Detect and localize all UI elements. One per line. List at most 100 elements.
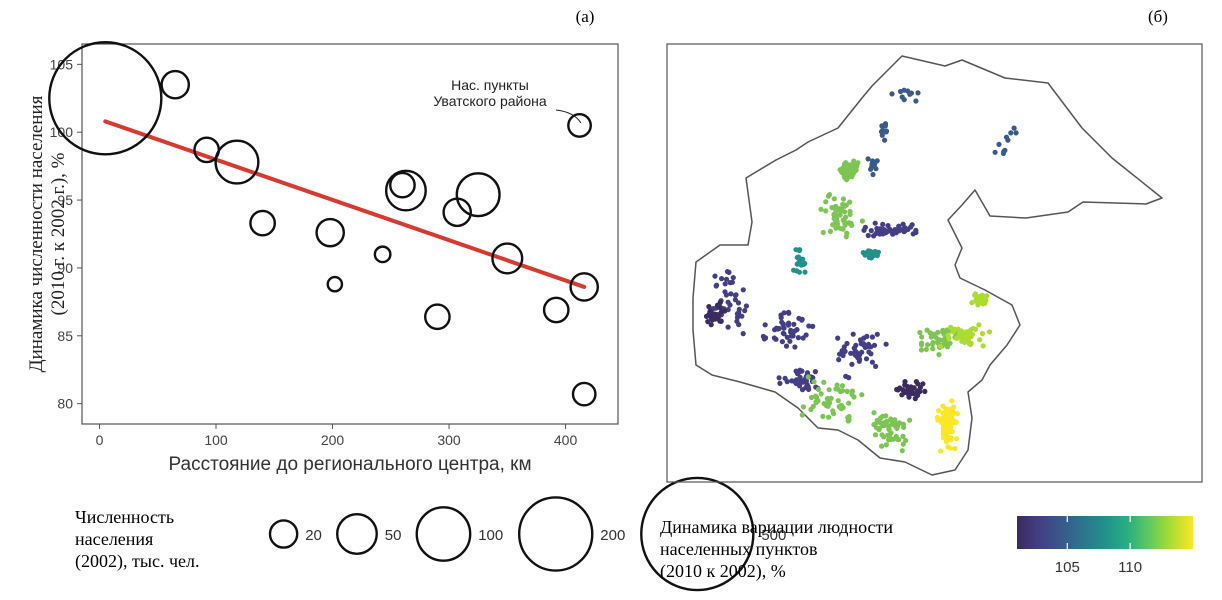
settlement-dot bbox=[868, 166, 874, 172]
settlement-dot bbox=[868, 344, 874, 350]
settlement-dot bbox=[905, 88, 911, 94]
settlement-dot bbox=[901, 424, 907, 430]
settlement-dot bbox=[782, 375, 788, 381]
settlement-dot bbox=[722, 281, 728, 287]
settlement-dot bbox=[946, 335, 952, 342]
settlement-dot bbox=[918, 347, 925, 353]
settlement-dot bbox=[899, 94, 905, 100]
settlement-dot bbox=[880, 423, 886, 429]
settlement-dot bbox=[783, 343, 790, 349]
settlement-dot bbox=[719, 276, 725, 282]
y-tick-label: 85 bbox=[57, 328, 73, 344]
scatter-point bbox=[567, 113, 592, 138]
settlement-dot bbox=[930, 346, 936, 352]
settlement-dot bbox=[818, 206, 824, 212]
scatter-point bbox=[389, 171, 416, 199]
settlement-dot bbox=[860, 341, 867, 347]
settlement-dot bbox=[787, 338, 793, 344]
settlement-dot bbox=[776, 375, 782, 381]
settlement-dot bbox=[915, 392, 921, 398]
settlement-dot bbox=[892, 417, 898, 423]
settlement-dot bbox=[732, 297, 739, 303]
size-legend-items: 20 50 100 200 500 bbox=[268, 476, 786, 592]
settlement-dot bbox=[948, 437, 954, 443]
settlement-dot bbox=[919, 334, 925, 340]
settlement-dot bbox=[784, 334, 790, 340]
settlement-dot bbox=[866, 349, 872, 355]
settlement-dot bbox=[865, 156, 871, 162]
x-tick-label: 200 bbox=[321, 432, 345, 448]
settlement-dot bbox=[960, 333, 966, 339]
size-legend-circle bbox=[336, 513, 378, 555]
settlement-dot bbox=[863, 356, 870, 362]
settlement-dot bbox=[943, 419, 949, 425]
settlement-dot bbox=[850, 331, 856, 337]
settlement-dot bbox=[840, 405, 846, 411]
settlement-dot bbox=[900, 221, 906, 227]
settlement-dot bbox=[823, 208, 829, 214]
settlement-dot bbox=[780, 321, 786, 327]
settlement-dot bbox=[954, 436, 960, 442]
settlement-dot bbox=[871, 410, 877, 416]
y-tick-label: 80 bbox=[57, 396, 73, 412]
settlement-dot bbox=[883, 128, 890, 134]
settlement-dot bbox=[835, 335, 841, 341]
settlement-dot bbox=[792, 344, 798, 350]
settlement-dot bbox=[846, 168, 852, 174]
settlement-dot bbox=[936, 408, 942, 414]
settlement-dot bbox=[841, 218, 847, 224]
settlement-dot bbox=[944, 344, 951, 350]
size-legend-circle bbox=[640, 476, 755, 592]
settlement-dot bbox=[870, 171, 876, 178]
settlement-dot bbox=[848, 162, 854, 168]
scatter-point bbox=[160, 69, 191, 100]
settlement-dot bbox=[941, 338, 947, 344]
settlement-dot bbox=[884, 418, 890, 424]
scatter-points bbox=[48, 41, 600, 407]
settlement-dot bbox=[839, 388, 846, 394]
settlement-dot bbox=[896, 223, 902, 229]
settlement-dot bbox=[849, 361, 855, 367]
settlement-dot bbox=[726, 269, 732, 275]
settlement-dot bbox=[740, 331, 746, 337]
settlement-dot bbox=[892, 421, 898, 427]
settlement-dot bbox=[851, 158, 857, 164]
settlement-dot bbox=[900, 441, 906, 447]
settlement-dot bbox=[906, 394, 912, 400]
settlement-dot bbox=[979, 292, 985, 298]
settlement-dot bbox=[844, 340, 850, 347]
settlement-dot bbox=[788, 327, 794, 333]
settlement-dot bbox=[778, 315, 784, 321]
settlement-dot bbox=[874, 331, 880, 337]
settlement-dot bbox=[897, 385, 903, 391]
settlement-dot bbox=[914, 388, 921, 394]
settlement-dot bbox=[886, 437, 892, 443]
size-legend-circle bbox=[268, 519, 299, 549]
settlement-dot bbox=[888, 430, 894, 436]
settlement-dot bbox=[844, 177, 850, 183]
settlement-dot bbox=[818, 391, 824, 397]
settlement-dot bbox=[781, 331, 787, 337]
colorbar-title-line1: Динамика вариации людности bbox=[660, 517, 893, 537]
colorbar-legend: Динамика вариации людности населенных пу… bbox=[660, 516, 1193, 582]
settlement-dot bbox=[733, 292, 739, 298]
trend-line bbox=[103, 119, 587, 289]
settlement-dot bbox=[972, 292, 978, 298]
settlement-dot bbox=[815, 386, 822, 392]
settlement-dot bbox=[977, 337, 983, 343]
settlement-dot bbox=[924, 342, 931, 348]
settlement-dot bbox=[933, 334, 939, 340]
settlement-dot bbox=[851, 394, 857, 400]
settlement-dot bbox=[835, 398, 841, 404]
settlement-dot bbox=[850, 169, 856, 175]
scatter-point bbox=[455, 172, 501, 218]
settlement-dot bbox=[796, 315, 802, 321]
settlement-dot bbox=[830, 222, 836, 228]
settlement-dot bbox=[810, 323, 816, 329]
settlement-dot bbox=[785, 309, 792, 315]
panel-label-a: (а) bbox=[576, 7, 595, 26]
settlement-dot bbox=[722, 308, 728, 314]
settlement-dot bbox=[947, 426, 953, 432]
settlement-dot bbox=[832, 214, 838, 220]
